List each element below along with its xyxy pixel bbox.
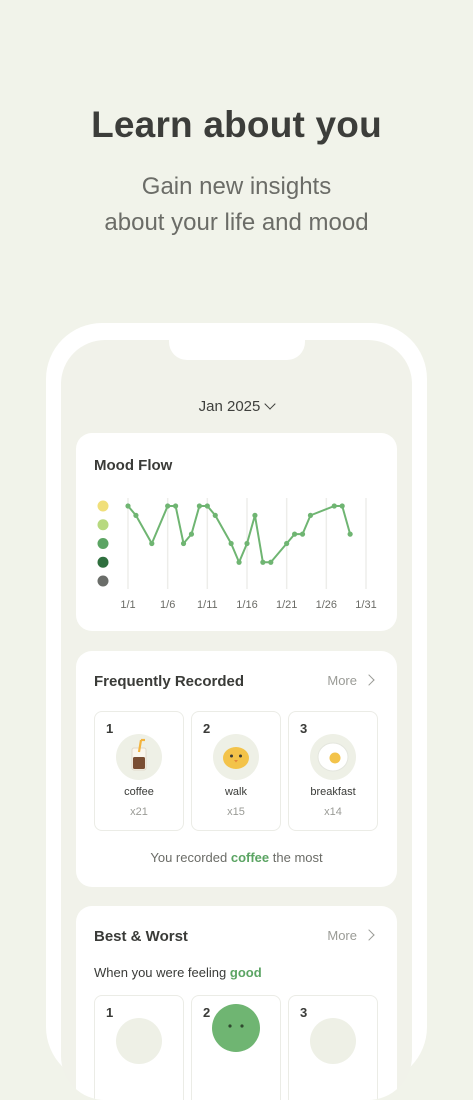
feeling-highlight: good bbox=[229, 965, 262, 980]
x-tick-label: 1/31 bbox=[355, 599, 376, 611]
best-worst-rank: 3 bbox=[300, 1005, 308, 1020]
x-tick-label: 1/26 bbox=[316, 599, 337, 611]
mood-point bbox=[307, 512, 314, 518]
mood-point bbox=[268, 559, 274, 565]
phone-screen: Jan 2025 Mood Flow 1/1 1/6 1/11 1/16 1/21 1/2… bbox=[61, 340, 412, 1100]
mood-point bbox=[133, 512, 139, 518]
item-icon bbox=[116, 1018, 162, 1064]
promo-subline-1: Gain new insights bbox=[141, 173, 332, 200]
summary-prefix: You recorded bbox=[150, 850, 228, 865]
mood-flow-chart: 1/1 1/6 1/11 1/16 1/21 1/26 1/31 bbox=[97, 498, 377, 611]
best-worst-item-2[interactable]: 2 bbox=[191, 995, 281, 1100]
frequently-recorded-more-link[interactable]: More bbox=[327, 673, 375, 688]
frequent-item-count: x14 bbox=[324, 806, 342, 818]
mood-flow-title: Mood Flow bbox=[94, 457, 173, 474]
best-worst-item-1[interactable]: 1 bbox=[94, 995, 184, 1100]
mood-point bbox=[149, 540, 155, 547]
frequent-summary: You recorded coffee the most bbox=[76, 850, 397, 865]
best-worst-card: Best & Worst More When you were feeling … bbox=[76, 906, 397, 1100]
mood-point bbox=[236, 559, 242, 565]
frequent-item-name: breakfast bbox=[310, 786, 356, 798]
mood-point bbox=[284, 540, 290, 547]
mood-point bbox=[331, 503, 337, 509]
promo-subline-2: about your life and mood bbox=[104, 209, 369, 236]
month-label: Jan 2025 bbox=[198, 398, 261, 415]
mood-point bbox=[212, 512, 218, 518]
mood-point bbox=[180, 540, 187, 547]
frequent-item-name: walk bbox=[224, 786, 247, 798]
summary-suffix: the most bbox=[272, 850, 323, 865]
phone-frame: Jan 2025 Mood Flow 1/1 1/6 1/11 1/16 1/21 1/2… bbox=[46, 323, 427, 1100]
x-tick-label: 1/11 bbox=[197, 599, 218, 611]
mood-point bbox=[173, 503, 179, 509]
x-tick-label: 1/21 bbox=[276, 599, 297, 611]
frequent-item-walk[interactable]: 2 walk x15 bbox=[191, 711, 281, 831]
best-worst-more-link[interactable]: More bbox=[327, 928, 375, 943]
mood-point bbox=[244, 540, 250, 547]
mood-level-dot bbox=[97, 519, 109, 531]
mood-point bbox=[196, 503, 202, 509]
mood-point bbox=[292, 531, 298, 537]
frequently-recorded-card: Frequently Recorded More 1 coffee bbox=[76, 651, 397, 887]
frequent-item-rank: 1 bbox=[106, 721, 114, 736]
chevron-right-icon bbox=[363, 929, 375, 941]
x-tick-label: 1/6 bbox=[160, 599, 175, 611]
iced-coffee-icon bbox=[116, 734, 162, 780]
promo-headline: Learn about you bbox=[91, 104, 382, 145]
chick-icon bbox=[213, 734, 259, 780]
item-icon bbox=[310, 1018, 356, 1064]
mood-level-dot bbox=[97, 500, 109, 512]
frequent-item-rank: 2 bbox=[203, 721, 211, 736]
fried-egg-icon bbox=[310, 734, 356, 780]
more-label: More bbox=[327, 673, 357, 688]
green-face-icon bbox=[212, 1004, 260, 1052]
frequent-item-count: x15 bbox=[227, 806, 245, 818]
frequent-items: 1 coffee x21 2 bbox=[94, 711, 379, 831]
best-worst-item-3[interactable]: 3 bbox=[288, 995, 378, 1100]
mood-level-dot bbox=[97, 538, 109, 549]
mood-level-dot bbox=[97, 556, 109, 568]
feeling-label: When you were feeling good bbox=[94, 965, 262, 980]
chevron-right-icon bbox=[363, 674, 375, 686]
x-tick-label: 1/16 bbox=[236, 599, 257, 611]
mood-point bbox=[125, 503, 131, 509]
frequent-item-coffee[interactable]: 1 coffee x21 bbox=[94, 711, 184, 831]
month-selector[interactable]: Jan 2025 bbox=[61, 398, 412, 415]
mood-point bbox=[347, 531, 353, 537]
x-tick-label: 1/1 bbox=[120, 599, 135, 611]
mood-point bbox=[188, 531, 195, 537]
mood-point bbox=[299, 531, 306, 537]
mood-point bbox=[252, 512, 258, 518]
chevron-down-icon bbox=[264, 398, 277, 410]
mood-point bbox=[228, 540, 234, 547]
mood-point bbox=[339, 503, 345, 509]
summary-highlight: coffee bbox=[230, 850, 270, 865]
best-worst-rank: 2 bbox=[203, 1005, 211, 1020]
frequent-item-rank: 3 bbox=[300, 721, 308, 736]
more-label: More bbox=[327, 928, 357, 943]
frequent-item-breakfast[interactable]: 3 breakfast x14 bbox=[288, 711, 378, 831]
frequently-recorded-title: Frequently Recorded bbox=[94, 673, 245, 690]
feeling-prefix: When you were feeling bbox=[94, 965, 227, 980]
best-worst-rank: 1 bbox=[106, 1005, 114, 1020]
mood-line bbox=[127, 505, 352, 564]
frequent-item-count: x21 bbox=[130, 806, 148, 818]
mood-point bbox=[165, 503, 171, 509]
best-worst-title: Best & Worst bbox=[94, 928, 188, 945]
phone-notch bbox=[169, 340, 305, 360]
best-worst-items: 1 2 3 bbox=[94, 995, 379, 1100]
mood-level-dot bbox=[97, 575, 109, 587]
frequent-item-name: coffee bbox=[124, 786, 154, 798]
mood-flow-card: Mood Flow 1/1 1/6 1/11 1/16 1/21 1/26 1/31 bbox=[76, 433, 397, 631]
mood-point bbox=[260, 559, 266, 565]
mood-point bbox=[204, 503, 210, 509]
